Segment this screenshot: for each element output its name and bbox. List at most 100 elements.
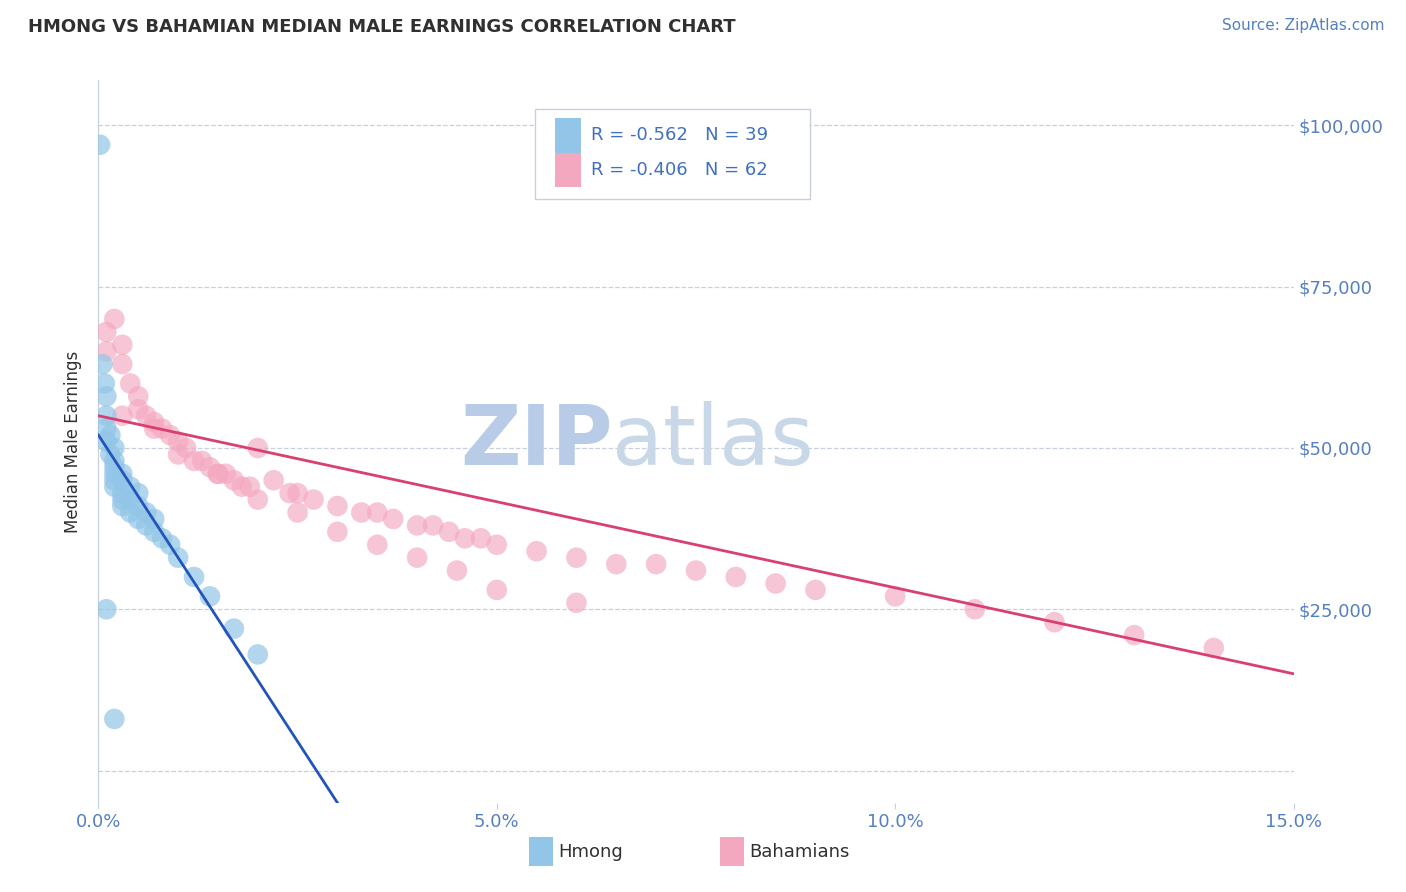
Point <box>150 422 173 436</box>
Point <box>485 538 508 552</box>
Point <box>302 492 325 507</box>
Point <box>143 512 166 526</box>
Point <box>103 467 125 481</box>
Point <box>96 422 118 436</box>
Bar <box>529 838 553 866</box>
Point <box>406 518 429 533</box>
Point <box>198 590 221 604</box>
Point <box>98 428 122 442</box>
Point <box>96 434 118 449</box>
Text: HMONG VS BAHAMIAN MEDIAN MALE EARNINGS CORRELATION CHART: HMONG VS BAHAMIAN MEDIAN MALE EARNINGS C… <box>28 18 735 36</box>
Point <box>470 531 492 545</box>
Point <box>159 538 181 552</box>
Point <box>366 538 388 552</box>
Point <box>167 550 190 565</box>
Point <box>685 564 707 578</box>
Point <box>96 389 118 403</box>
Point <box>222 622 245 636</box>
Point <box>326 499 349 513</box>
Point <box>246 441 269 455</box>
Point <box>565 596 588 610</box>
Text: R = -0.562   N = 39: R = -0.562 N = 39 <box>591 126 768 145</box>
Point <box>135 518 157 533</box>
Point <box>454 531 477 545</box>
Point <box>239 480 262 494</box>
Point <box>183 454 205 468</box>
Point <box>167 447 190 461</box>
Point <box>103 441 125 455</box>
Point <box>382 512 405 526</box>
Text: Hmong: Hmong <box>558 843 623 861</box>
Point <box>98 447 122 461</box>
Text: Bahamians: Bahamians <box>749 843 851 861</box>
Text: Source: ZipAtlas.com: Source: ZipAtlas.com <box>1222 18 1385 33</box>
Point <box>143 524 166 539</box>
Point <box>96 409 118 423</box>
Point <box>150 531 173 545</box>
Point <box>565 550 588 565</box>
Point <box>724 570 747 584</box>
Point <box>446 564 468 578</box>
Point <box>222 473 245 487</box>
Point <box>765 576 787 591</box>
Point <box>350 506 373 520</box>
Point <box>111 409 134 423</box>
Text: ZIP: ZIP <box>460 401 613 482</box>
Point <box>366 506 388 520</box>
Y-axis label: Median Male Earnings: Median Male Earnings <box>65 351 83 533</box>
Point <box>103 312 125 326</box>
Point <box>120 492 142 507</box>
Point <box>96 344 118 359</box>
Text: atlas: atlas <box>613 401 814 482</box>
Point <box>287 486 309 500</box>
Point <box>1123 628 1146 642</box>
Point <box>143 422 166 436</box>
Point <box>111 338 134 352</box>
Point <box>804 582 827 597</box>
Point <box>127 499 149 513</box>
Point <box>127 486 149 500</box>
Point <box>191 454 214 468</box>
Bar <box>555 153 581 187</box>
Point <box>406 550 429 565</box>
Point <box>215 467 238 481</box>
Point <box>174 441 197 455</box>
Point <box>94 376 117 391</box>
Point <box>135 506 157 520</box>
Point <box>231 480 253 494</box>
Point <box>103 460 125 475</box>
Point <box>120 480 142 494</box>
Point <box>96 602 118 616</box>
Point <box>1043 615 1066 630</box>
Point <box>111 473 134 487</box>
Point <box>120 376 142 391</box>
Point <box>111 499 134 513</box>
Point <box>422 518 444 533</box>
Bar <box>720 838 744 866</box>
Point <box>111 357 134 371</box>
Point <box>246 492 269 507</box>
Point <box>207 467 229 481</box>
Point <box>143 415 166 429</box>
Point <box>111 492 134 507</box>
Point <box>526 544 548 558</box>
Point <box>135 409 157 423</box>
Point <box>1202 640 1225 655</box>
Point <box>111 486 134 500</box>
Point <box>96 325 118 339</box>
Point <box>485 582 508 597</box>
Point <box>326 524 349 539</box>
Point <box>278 486 301 500</box>
Point <box>167 434 190 449</box>
Point <box>111 467 134 481</box>
Point <box>103 712 125 726</box>
Point <box>183 570 205 584</box>
Point <box>127 389 149 403</box>
Point <box>127 512 149 526</box>
Point <box>645 557 668 571</box>
Point <box>120 506 142 520</box>
Point <box>263 473 285 487</box>
Point <box>103 480 125 494</box>
Point <box>884 590 907 604</box>
Point <box>198 460 221 475</box>
